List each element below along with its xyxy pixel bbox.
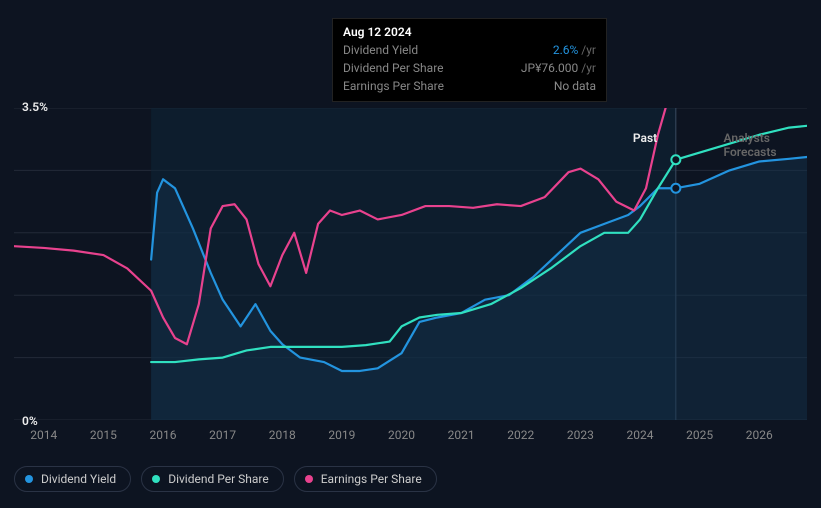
- x-axis-tick: 2020: [388, 428, 415, 442]
- y-axis-label: 0%: [22, 414, 38, 428]
- y-axis-label: 3.5%: [22, 100, 48, 114]
- tooltip-date: Aug 12 2024: [343, 25, 596, 39]
- x-axis-tick: 2024: [627, 428, 654, 442]
- legend-label: Earnings Per Share: [321, 472, 422, 486]
- x-axis-tick: 2014: [30, 428, 57, 442]
- tooltip-label: Earnings Per Share: [343, 77, 444, 95]
- legend-item[interactable]: Dividend Per Share: [141, 466, 284, 492]
- x-axis-tick: 2016: [150, 428, 177, 442]
- legend-dot-icon: [25, 475, 33, 483]
- x-axis-tick: 2022: [507, 428, 534, 442]
- tooltip-row: Dividend Yield 2.6%/yr: [343, 41, 596, 59]
- tooltip-label: Dividend Per Share: [343, 59, 444, 77]
- x-axis-tick: 2025: [686, 428, 713, 442]
- forecast-label: Analysts Forecasts: [724, 131, 821, 159]
- legend-label: Dividend Per Share: [168, 472, 269, 486]
- tooltip-value: No data: [554, 77, 596, 95]
- x-axis-tick: 2023: [567, 428, 594, 442]
- legend-item[interactable]: Earnings Per Share: [294, 466, 437, 492]
- x-axis-tick: 2018: [269, 428, 296, 442]
- tooltip-value: JP¥76.000/yr: [521, 59, 596, 77]
- chart-legend: Dividend Yield Dividend Per Share Earnings…: [14, 466, 437, 492]
- x-axis-tick: 2026: [746, 428, 773, 442]
- tooltip-row: Earnings Per Share No data: [343, 77, 596, 95]
- x-axis-tick: 2019: [328, 428, 355, 442]
- x-axis-tick: 2021: [448, 428, 475, 442]
- legend-label: Dividend Yield: [41, 472, 116, 486]
- x-axis-tick: 2015: [90, 428, 117, 442]
- tooltip-row: Dividend Per Share JP¥76.000/yr: [343, 59, 596, 77]
- x-axis-tick: 2017: [209, 428, 236, 442]
- x-axis: 2014 2015 2016 2017 2018 2019 2020 2021 2022 2023…: [14, 428, 807, 446]
- legend-dot-icon: [152, 475, 160, 483]
- tooltip-label: Dividend Yield: [343, 41, 418, 59]
- legend-dot-icon: [305, 475, 313, 483]
- past-label: Past: [633, 131, 657, 145]
- tooltip-value: 2.6%/yr: [553, 41, 596, 59]
- legend-item[interactable]: Dividend Yield: [14, 466, 131, 492]
- chart-tooltip: Aug 12 2024 Dividend Yield2.6%/yrDividen…: [332, 18, 607, 102]
- dividend-chart[interactable]: [14, 108, 807, 420]
